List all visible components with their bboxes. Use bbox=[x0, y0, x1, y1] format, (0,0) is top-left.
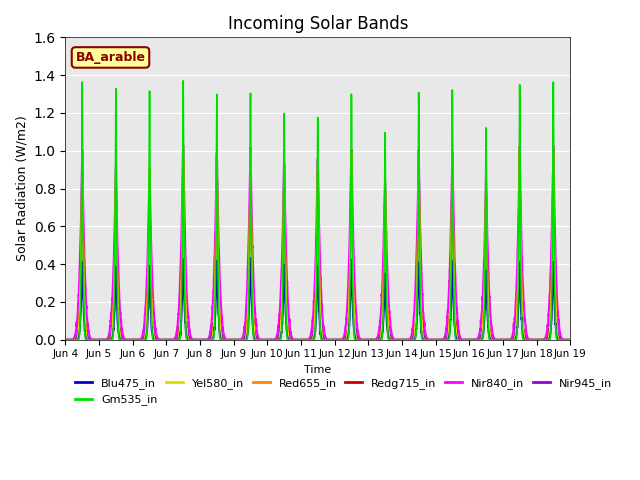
Title: Incoming Solar Bands: Incoming Solar Bands bbox=[228, 15, 408, 33]
X-axis label: Time: Time bbox=[304, 365, 332, 375]
Legend: Blu475_in, Gm535_in, Yel580_in, Red655_in, Redg715_in, Nir840_in, Nir945_in: Blu475_in, Gm535_in, Yel580_in, Red655_i… bbox=[71, 373, 616, 410]
Text: BA_arable: BA_arable bbox=[76, 51, 145, 64]
Y-axis label: Solar Radiation (W/m2): Solar Radiation (W/m2) bbox=[15, 116, 28, 262]
